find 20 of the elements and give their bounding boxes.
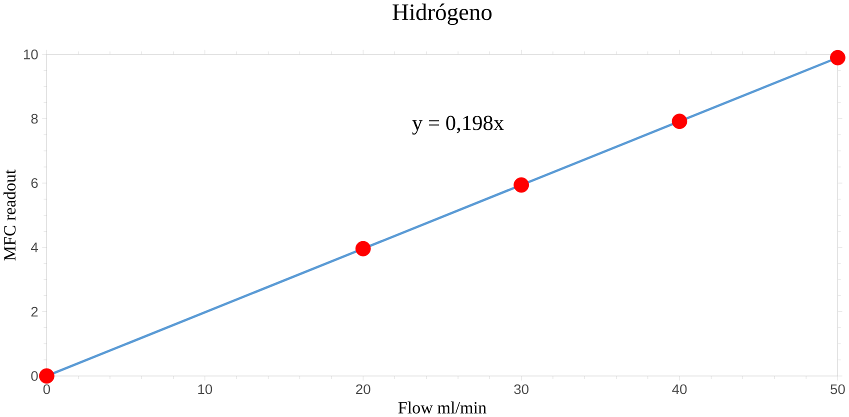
y-tick-label: 2 — [31, 306, 38, 316]
y-tick-label: 8 — [31, 114, 38, 124]
y-axis-title: MFC readout — [4, 169, 16, 260]
chart-title: Hidrógeno — [392, 4, 492, 25]
x-tick-label: 0 — [43, 384, 50, 394]
y-tick-label: 4 — [30, 242, 38, 252]
x-tick-label: 30 — [514, 384, 528, 394]
point — [39, 368, 54, 384]
y-tick-label: 0 — [31, 371, 38, 381]
x-tick-label: 50 — [830, 384, 845, 394]
y-tick-label: 10 — [24, 49, 38, 60]
x-axis-title: Flow ml/min — [398, 401, 486, 414]
x-tick-label: 40 — [672, 384, 687, 394]
point — [672, 114, 688, 129]
annotation: y = 0,198x — [412, 116, 504, 135]
point — [514, 177, 529, 193]
x-tick-label: 20 — [356, 384, 370, 394]
point — [355, 240, 371, 256]
y-tick-label: 6 — [31, 178, 38, 188]
x-tick-label: 10 — [198, 384, 212, 394]
